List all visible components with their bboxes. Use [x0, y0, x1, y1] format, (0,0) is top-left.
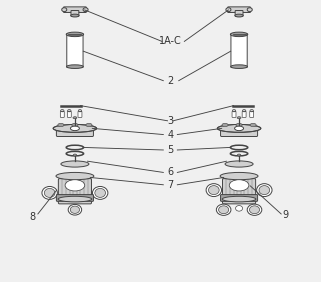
- FancyBboxPatch shape: [56, 195, 93, 201]
- FancyBboxPatch shape: [242, 111, 246, 117]
- Ellipse shape: [217, 124, 261, 132]
- FancyBboxPatch shape: [221, 128, 257, 136]
- Ellipse shape: [235, 14, 243, 17]
- Ellipse shape: [61, 161, 89, 167]
- Ellipse shape: [206, 184, 221, 197]
- Ellipse shape: [92, 186, 108, 199]
- Ellipse shape: [250, 110, 253, 112]
- Ellipse shape: [216, 204, 231, 215]
- Ellipse shape: [222, 196, 256, 202]
- Ellipse shape: [238, 154, 241, 156]
- Ellipse shape: [95, 188, 106, 197]
- Ellipse shape: [232, 110, 236, 112]
- Ellipse shape: [56, 172, 94, 180]
- Ellipse shape: [219, 206, 229, 214]
- Ellipse shape: [236, 123, 242, 127]
- Ellipse shape: [235, 126, 244, 131]
- Ellipse shape: [62, 8, 67, 12]
- Text: 8: 8: [30, 212, 36, 222]
- Text: 7: 7: [167, 180, 173, 190]
- Ellipse shape: [58, 196, 92, 202]
- FancyBboxPatch shape: [60, 111, 64, 117]
- FancyBboxPatch shape: [232, 111, 236, 117]
- Ellipse shape: [236, 206, 243, 211]
- Ellipse shape: [237, 117, 241, 119]
- Ellipse shape: [70, 206, 80, 213]
- FancyBboxPatch shape: [58, 179, 91, 204]
- Ellipse shape: [256, 184, 272, 197]
- FancyBboxPatch shape: [71, 10, 79, 16]
- Ellipse shape: [247, 8, 252, 12]
- FancyBboxPatch shape: [67, 34, 83, 67]
- Text: 1A-C: 1A-C: [159, 36, 182, 46]
- Text: 4: 4: [167, 129, 173, 140]
- FancyBboxPatch shape: [56, 128, 93, 136]
- Ellipse shape: [72, 123, 78, 127]
- Ellipse shape: [231, 65, 247, 69]
- Text: 9: 9: [282, 210, 289, 220]
- Ellipse shape: [242, 110, 246, 112]
- FancyBboxPatch shape: [250, 111, 254, 117]
- Ellipse shape: [230, 32, 248, 37]
- Ellipse shape: [71, 14, 79, 17]
- Text: 3: 3: [167, 116, 173, 126]
- FancyBboxPatch shape: [67, 111, 71, 117]
- FancyBboxPatch shape: [228, 7, 251, 12]
- Ellipse shape: [78, 110, 82, 112]
- Text: 5: 5: [167, 145, 173, 155]
- FancyBboxPatch shape: [221, 195, 257, 201]
- FancyBboxPatch shape: [78, 111, 82, 117]
- Ellipse shape: [225, 161, 253, 167]
- Ellipse shape: [220, 172, 258, 180]
- FancyBboxPatch shape: [235, 10, 243, 16]
- Ellipse shape: [247, 204, 262, 215]
- FancyBboxPatch shape: [222, 179, 256, 204]
- Ellipse shape: [68, 110, 71, 112]
- Text: 6: 6: [167, 168, 173, 177]
- Ellipse shape: [86, 123, 92, 127]
- Ellipse shape: [53, 124, 97, 132]
- Ellipse shape: [222, 123, 228, 127]
- Ellipse shape: [44, 188, 55, 197]
- Ellipse shape: [65, 180, 85, 191]
- Ellipse shape: [226, 8, 231, 12]
- Text: 2: 2: [167, 76, 173, 86]
- Ellipse shape: [66, 32, 83, 37]
- Ellipse shape: [70, 126, 79, 131]
- Ellipse shape: [68, 204, 82, 215]
- Ellipse shape: [208, 186, 219, 195]
- Ellipse shape: [249, 206, 260, 214]
- Ellipse shape: [58, 123, 64, 127]
- FancyBboxPatch shape: [231, 34, 247, 67]
- Ellipse shape: [66, 65, 83, 69]
- Ellipse shape: [61, 110, 64, 112]
- Ellipse shape: [229, 180, 249, 191]
- Ellipse shape: [83, 8, 88, 12]
- Ellipse shape: [73, 154, 77, 156]
- FancyBboxPatch shape: [64, 7, 86, 12]
- Ellipse shape: [73, 117, 77, 119]
- Ellipse shape: [250, 123, 256, 127]
- Ellipse shape: [42, 186, 57, 199]
- Ellipse shape: [259, 186, 270, 195]
